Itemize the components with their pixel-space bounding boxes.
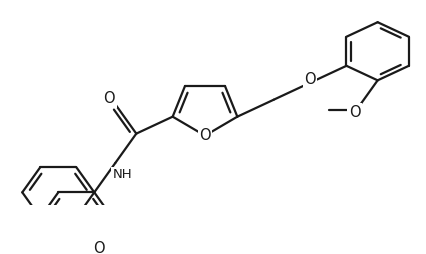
Text: O: O <box>199 128 211 143</box>
Text: NH: NH <box>112 168 132 181</box>
Text: O: O <box>104 91 115 106</box>
Text: O: O <box>304 72 316 87</box>
Text: O: O <box>93 241 105 254</box>
Text: O: O <box>349 105 360 120</box>
